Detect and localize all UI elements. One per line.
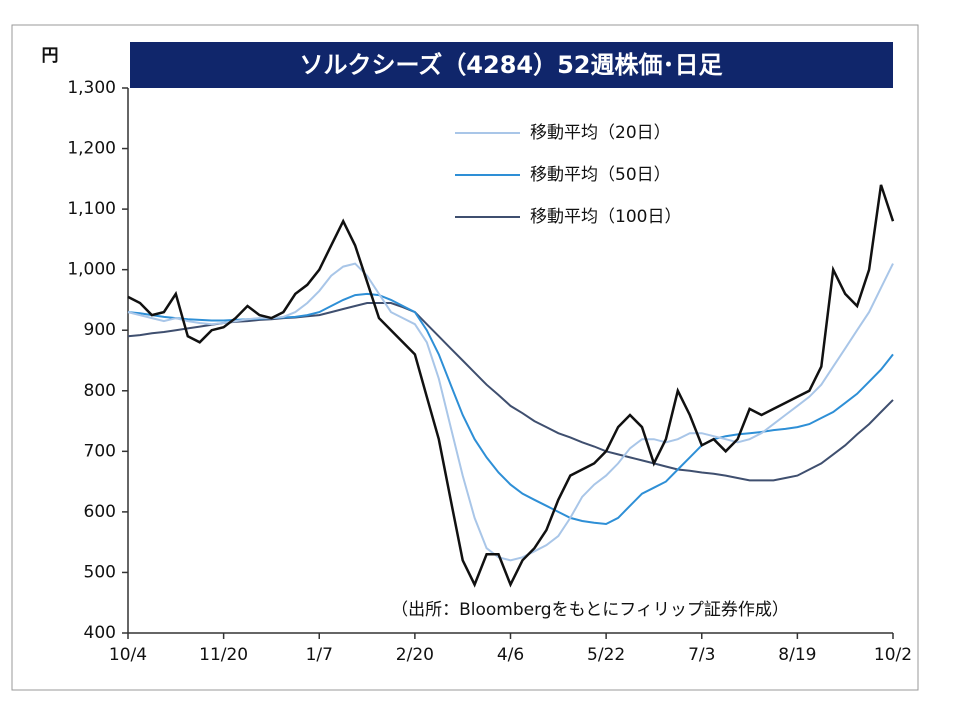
y-tick-label: 1,100 xyxy=(67,199,116,219)
x-tick-label: 10/2 xyxy=(874,645,912,665)
y-tick-label: 500 xyxy=(84,562,116,582)
source-note: （出所：Bloombergをもとにフィリップ証券作成） xyxy=(391,600,789,620)
y-tick-label: 400 xyxy=(84,623,116,643)
series-line xyxy=(127,184,895,588)
legend-label: 移動平均（100日） xyxy=(530,207,681,227)
x-tick-label: 1/7 xyxy=(306,645,333,665)
y-tick-label: 1,200 xyxy=(67,139,116,159)
y-tick-label: 800 xyxy=(84,381,116,401)
chart-title: ソルクシーズ（4284）52週株価･日足 xyxy=(300,51,723,79)
y-tick-label: 600 xyxy=(84,502,116,522)
legend-label: 移動平均（20日） xyxy=(530,123,671,143)
y-tick-label: 900 xyxy=(84,320,116,340)
x-tick-label: 10/4 xyxy=(109,645,147,665)
frame xyxy=(11,24,919,691)
y-unit: 円 xyxy=(42,46,59,66)
y-tick-label: 1,000 xyxy=(67,260,116,280)
x-tick-label: 7/3 xyxy=(688,645,715,665)
legend-label: 移動平均（50日） xyxy=(530,165,671,185)
x-tick-label: 8/19 xyxy=(778,645,816,665)
series-line xyxy=(127,302,894,482)
y-tick-label: 1,300 xyxy=(67,78,116,98)
y-tick-label: 700 xyxy=(84,441,116,461)
x-tick-label: 2/20 xyxy=(396,645,434,665)
x-tick-label: 11/20 xyxy=(199,645,248,665)
series-line xyxy=(127,262,894,562)
title-bar xyxy=(130,42,893,88)
x-tick-label: 4/6 xyxy=(497,645,524,665)
x-tick-label: 5/22 xyxy=(587,645,625,665)
